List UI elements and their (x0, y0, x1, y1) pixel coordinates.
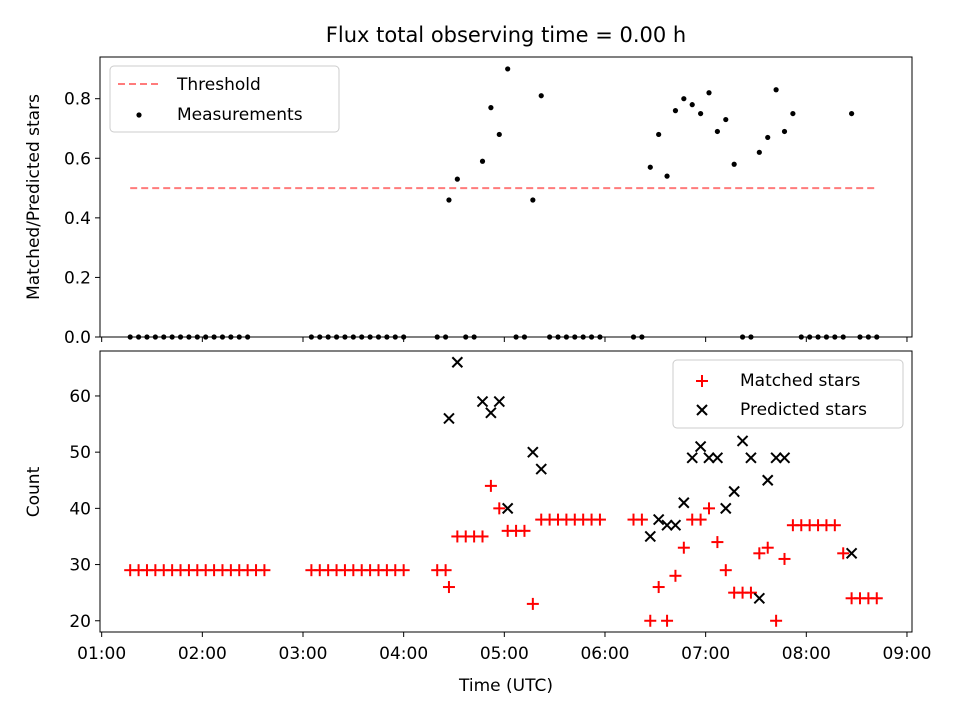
measurement-point (790, 111, 795, 116)
measurement-point (480, 159, 485, 164)
y-tick-label: 60 (69, 387, 91, 407)
top-panel-ylabel: Matched/Predicted stars (24, 94, 44, 300)
y-tick-label: 0.8 (64, 90, 91, 110)
x-tick-label: 06:00 (580, 644, 629, 664)
measurement-point (774, 87, 779, 92)
measurement-point (488, 105, 493, 110)
measurement-point (715, 129, 720, 134)
bottom-panel-ylabel: Count (24, 466, 44, 517)
measurement-point (706, 90, 711, 95)
measurement-point (446, 197, 451, 202)
x-tick-label: 08:00 (782, 644, 831, 664)
measurement-point (664, 174, 669, 179)
y-tick-label: 40 (69, 499, 91, 519)
measurement-point (765, 135, 770, 140)
measurement-point (698, 111, 703, 116)
y-tick-label: 0.2 (64, 268, 91, 288)
measurement-point (497, 132, 502, 137)
measurement-point (723, 117, 728, 122)
measurement-point (656, 132, 661, 137)
figure-title: Flux total observing time = 0.00 h (326, 23, 686, 47)
measurement-point (681, 96, 686, 101)
y-tick-label: 0.6 (64, 149, 91, 169)
x-tick-label: 03:00 (279, 644, 328, 664)
measurement-point (673, 108, 678, 113)
measurement-point (455, 177, 460, 182)
matched-stars-legend-label: Matched stars (740, 371, 860, 391)
measurement-point (690, 102, 695, 107)
x-tick-label: 01:00 (77, 644, 126, 664)
measurement-point (505, 66, 510, 71)
bottom-panel-xlabel: Time (UTC) (458, 676, 553, 696)
y-tick-label: 0.0 (64, 328, 91, 348)
measurement-point (539, 93, 544, 98)
top-panel-legend: Threshold Measurements (110, 66, 339, 132)
measurement-point (849, 111, 854, 116)
threshold-legend-label: Threshold (176, 75, 261, 95)
measurement-point (648, 165, 653, 170)
figure: Flux total observing time = 0.00 h 0.0 0.… (0, 0, 960, 720)
measurements-legend-dot-icon (136, 112, 141, 117)
measurements-legend-label: Measurements (177, 105, 303, 125)
measurement-point (757, 150, 762, 155)
measurement-point (732, 162, 737, 167)
measurement-point (530, 197, 535, 202)
y-tick-label: 50 (69, 443, 91, 463)
y-tick-label: 0.4 (64, 209, 91, 229)
predicted-stars-legend-label: Predicted stars (740, 400, 867, 420)
bottom-panel-legend: Matched stars Predicted stars (673, 360, 903, 428)
y-tick-label: 20 (69, 612, 91, 632)
x-tick-label: 09:00 (882, 644, 931, 664)
x-tick-label: 02:00 (178, 644, 227, 664)
x-tick-label: 05:00 (480, 644, 529, 664)
x-tick-label: 07:00 (681, 644, 730, 664)
y-tick-label: 30 (69, 556, 91, 576)
x-tick-label: 04:00 (379, 644, 428, 664)
measurement-point (782, 129, 787, 134)
